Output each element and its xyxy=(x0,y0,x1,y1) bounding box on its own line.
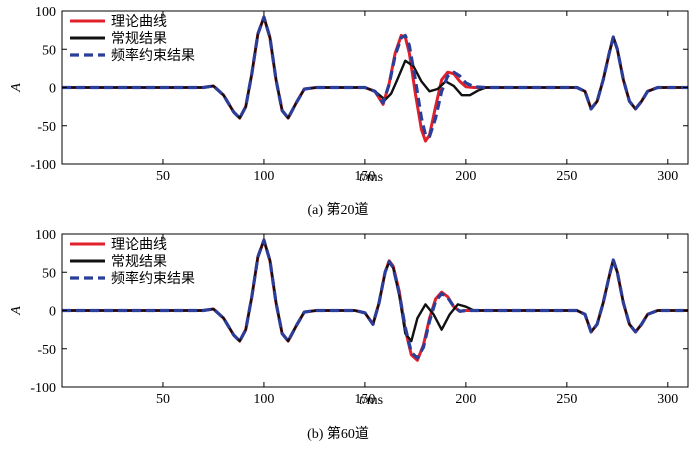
y-tick-label: 100 xyxy=(35,228,56,243)
legend-label-2: 频率约束结果 xyxy=(111,270,195,287)
legend-label-1: 常规结果 xyxy=(111,31,167,47)
y-axis-title: A xyxy=(9,83,24,93)
legend-label-0: 理论曲线 xyxy=(111,237,167,253)
x-tick-label: 200 xyxy=(455,392,476,407)
y-tick-label: -50 xyxy=(37,343,56,358)
y-tick-label: -100 xyxy=(30,158,56,173)
x-tick-label: 100 xyxy=(253,169,274,184)
y-tick-label: 50 xyxy=(42,266,56,281)
plot-area xyxy=(62,15,688,143)
x-axis-title-var: t xyxy=(359,393,364,408)
x-tick-label: 250 xyxy=(556,392,577,407)
legend-label-2: 频率约束结果 xyxy=(111,47,195,64)
x-axis-title-unit: /ms xyxy=(363,393,383,408)
plot-area xyxy=(62,238,688,362)
x-tick-label: 150 xyxy=(354,392,375,407)
x-axis-title: t/ms xyxy=(359,170,383,185)
chart-panel-b: 50 100 150 200 250 300 100 50 0 -50 -100 t/ms A (b) 第… xyxy=(9,228,689,442)
x-tick-label: 300 xyxy=(657,392,678,407)
x-tick-label: 300 xyxy=(657,169,678,184)
x-tick-label: 250 xyxy=(556,169,577,184)
x-tick-label: 50 xyxy=(156,169,170,184)
y-tick-label: 0 xyxy=(49,82,56,97)
x-tick-label: 200 xyxy=(455,169,476,184)
y-tick-label: 100 xyxy=(35,5,56,20)
x-tick-label: 100 xyxy=(253,392,274,407)
y-tick-label: -50 xyxy=(37,120,56,135)
panel-caption: (b) 第60道 xyxy=(307,425,369,442)
legend-label-0: 理论曲线 xyxy=(111,14,167,30)
x-tick-label: 50 xyxy=(156,392,170,407)
y-tick-label: -100 xyxy=(30,381,56,396)
series-line-2 xyxy=(62,238,688,360)
x-axis-title: t/ms xyxy=(359,393,383,408)
series-line-2 xyxy=(62,15,688,139)
chart-panel-a: 50 100 150 200 250 300 100 50 0 -50 -100 t/ms A (a) 第… xyxy=(9,5,689,218)
y-axis-title: A xyxy=(9,306,24,316)
x-axis-title-unit: /ms xyxy=(363,170,383,185)
x-tick-label: 150 xyxy=(354,169,375,184)
panel-caption: (a) 第20道 xyxy=(307,201,368,218)
y-tick-label: 50 xyxy=(42,43,56,58)
x-axis-title-var: t xyxy=(359,170,364,185)
legend-label-1: 常规结果 xyxy=(111,254,167,270)
y-tick-label: 0 xyxy=(49,305,56,320)
